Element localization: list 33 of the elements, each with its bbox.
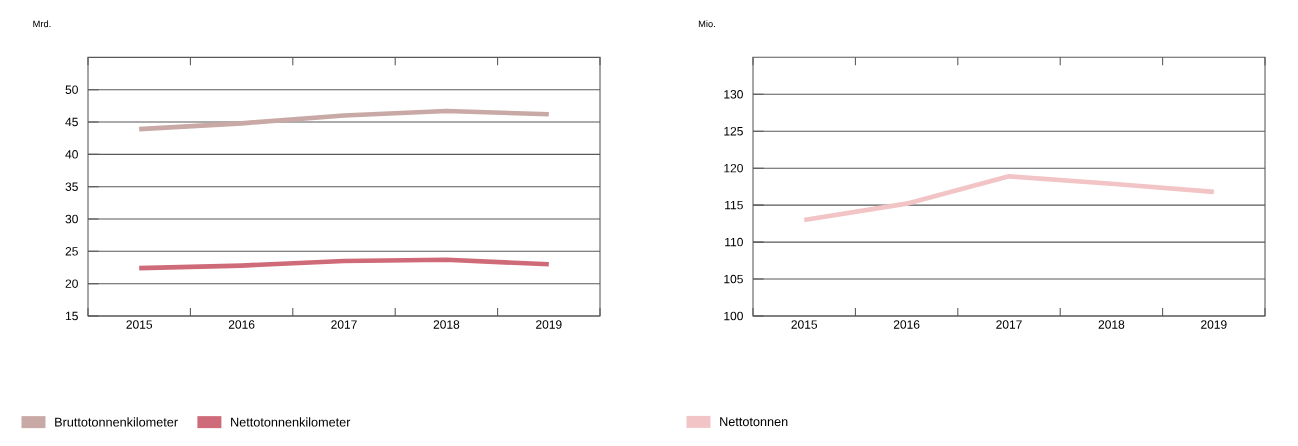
- y-axis-title: Mrd.: [33, 20, 51, 28]
- y-tick-label: 15: [65, 311, 78, 321]
- line-series: [801, 173, 1217, 223]
- y-tick-label: 100: [724, 311, 743, 321]
- legend-label: Bruttotonnenkilometer: [55, 417, 178, 427]
- legend-label: Nettotonnen: [720, 417, 788, 427]
- y-axis-title: Mio.: [698, 20, 715, 28]
- x-tick-label: 2016: [228, 320, 255, 329]
- x-tick-label: 2015: [791, 320, 818, 329]
- x-tick-label: 2017: [331, 320, 357, 329]
- x-tick-label: 2019: [536, 320, 562, 329]
- y-tick-label: 30: [65, 214, 78, 224]
- line-series: [136, 108, 552, 132]
- y-tick-label: 35: [65, 182, 78, 191]
- y-tick-label: 130: [724, 90, 743, 99]
- y-tick-label: 40: [65, 150, 78, 159]
- x-tick-label: 2018: [1098, 320, 1125, 329]
- line-series: [136, 257, 552, 271]
- x-tick-label: 2018: [433, 320, 460, 329]
- y-tick-label: 45: [65, 117, 78, 127]
- y-tick-label: 120: [724, 163, 743, 173]
- y-tick-label: 110: [725, 237, 743, 247]
- y-tick-label: 115: [725, 200, 743, 210]
- x-tick-label: 2015: [126, 320, 153, 329]
- legend-label: Nettotonnenkilometer: [231, 417, 351, 427]
- x-tick-label: 2017: [996, 320, 1022, 329]
- x-tick-label: 2016: [893, 320, 920, 329]
- y-tick-label: 125: [724, 126, 743, 136]
- y-tick-label: 25: [65, 247, 78, 256]
- y-tick-label: 50: [65, 85, 78, 94]
- x-tick-label: 2019: [1201, 320, 1227, 329]
- y-tick-label: 105: [724, 274, 743, 284]
- y-tick-label: 20: [65, 279, 78, 288]
